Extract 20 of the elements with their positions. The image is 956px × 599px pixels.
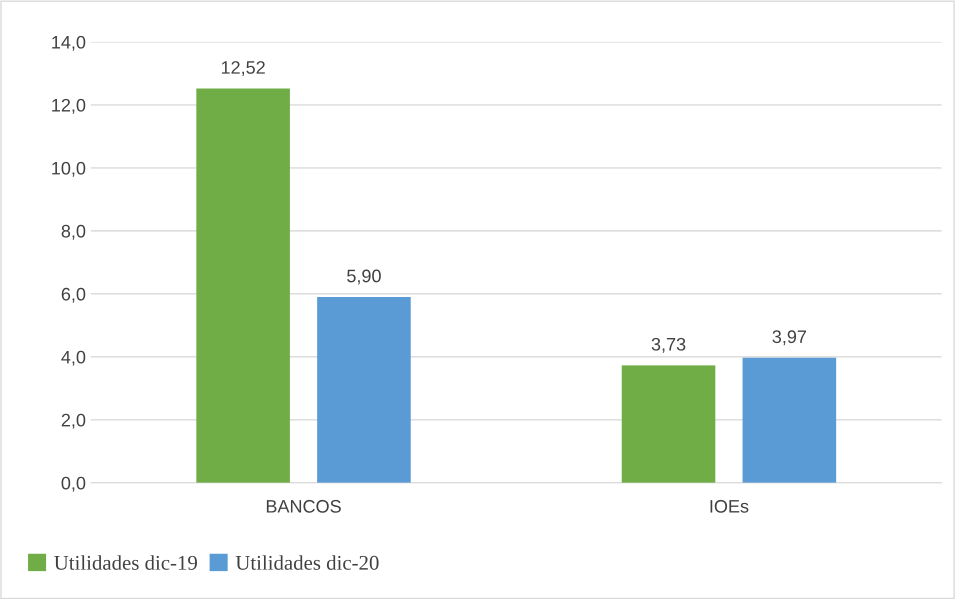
bar [742, 358, 836, 483]
y-tick-label: 14,0 [52, 36, 86, 51]
y-tick-label: 0,0 [62, 476, 86, 492]
legend-label: Utilidades dic-19 [54, 555, 197, 570]
y-tick-label: 2,0 [62, 414, 86, 429]
x-tick-label: BANCOS [266, 500, 341, 513]
bar [196, 88, 290, 483]
data-label: 5,90 [347, 270, 381, 284]
data-label: 3,97 [772, 330, 806, 346]
y-tick-label: 6,0 [62, 288, 86, 303]
bar [622, 365, 716, 483]
data-label: 12,52 [222, 61, 265, 76]
y-tick-label: 8,0 [62, 224, 86, 240]
bar [317, 297, 411, 483]
y-tick-label: 12,0 [52, 98, 86, 114]
x-tick-label: IOEs [710, 500, 748, 513]
y-tick-label: 4,0 [61, 350, 86, 366]
data-label: 3,73 [652, 338, 686, 353]
y-tick-label: 10,0 [52, 162, 86, 177]
legend-label: Utilidades dic-20 [236, 555, 379, 570]
